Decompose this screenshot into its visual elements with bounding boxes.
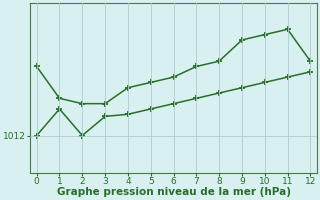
X-axis label: Graphe pression niveau de la mer (hPa): Graphe pression niveau de la mer (hPa) xyxy=(57,187,291,197)
